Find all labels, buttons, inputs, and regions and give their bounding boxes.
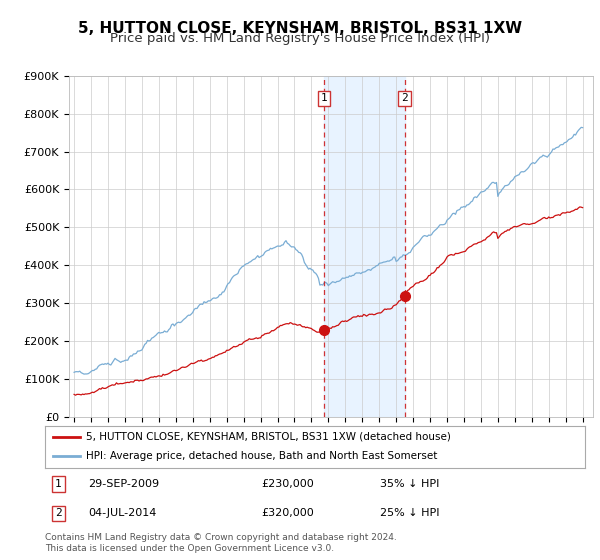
Text: 25% ↓ HPI: 25% ↓ HPI — [380, 508, 439, 519]
Text: 5, HUTTON CLOSE, KEYNSHAM, BRISTOL, BS31 1XW: 5, HUTTON CLOSE, KEYNSHAM, BRISTOL, BS31… — [78, 21, 522, 36]
Text: HPI: Average price, detached house, Bath and North East Somerset: HPI: Average price, detached house, Bath… — [86, 451, 437, 461]
Text: 04-JUL-2014: 04-JUL-2014 — [88, 508, 157, 519]
Text: 1: 1 — [321, 94, 328, 104]
Text: 1: 1 — [55, 479, 62, 489]
Text: £320,000: £320,000 — [261, 508, 314, 519]
Text: £230,000: £230,000 — [261, 479, 314, 489]
Text: Price paid vs. HM Land Registry's House Price Index (HPI): Price paid vs. HM Land Registry's House … — [110, 32, 490, 45]
Text: 5, HUTTON CLOSE, KEYNSHAM, BRISTOL, BS31 1XW (detached house): 5, HUTTON CLOSE, KEYNSHAM, BRISTOL, BS31… — [86, 432, 451, 442]
Bar — [324, 76, 404, 417]
Text: 2: 2 — [55, 508, 62, 519]
Text: 29-SEP-2009: 29-SEP-2009 — [88, 479, 160, 489]
Text: 35% ↓ HPI: 35% ↓ HPI — [380, 479, 439, 489]
Text: Contains HM Land Registry data © Crown copyright and database right 2024.
This d: Contains HM Land Registry data © Crown c… — [45, 533, 397, 553]
Text: 2: 2 — [401, 94, 408, 104]
